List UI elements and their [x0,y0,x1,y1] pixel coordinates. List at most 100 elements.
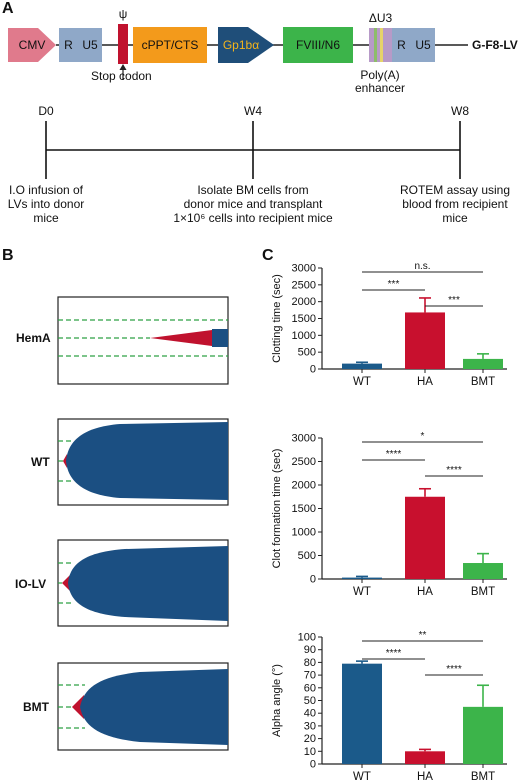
stop-codon-box [118,24,128,64]
chart3-significance-label: **** [446,664,462,675]
chart2-significance-label: **** [386,449,402,460]
chart3-y-tick-label: 50 [304,695,316,707]
chart2-significance-label: * [421,431,425,442]
chart1-x-tick-label: HA [417,376,433,388]
trace-clot-bmt [80,669,228,745]
chart3-y-axis-label: Alpha angle (°) [271,664,283,737]
chart2-y-tick-label: 2500 [292,456,316,468]
chart1-y-tick-label: 500 [298,347,316,359]
ltr-r-label: R [64,38,73,52]
chart3-y-tick-label: 30 [304,720,316,732]
chart2-x-tick-label: BMT [471,586,495,598]
chart2-bar-ha [405,496,445,579]
d0-line-3: mice [33,211,59,225]
rotem-trace-io-lv [57,539,229,627]
cppt-cts-box [133,27,207,63]
timeline [45,121,461,179]
chart1-bar-wt [342,363,382,369]
chart1-y-tick-label: 0 [310,364,316,376]
enhancer-stripe [380,28,383,62]
enhancer-label: enhancer [354,81,406,95]
psi-label: ψ [118,7,128,21]
ltr-u5-label: U5 [82,38,98,52]
chart2-y-tick-label: 500 [298,550,316,562]
chart1-y-tick-label: 1000 [292,330,316,342]
trace-clot-wt [66,422,228,500]
trace-label-hema: HemA [16,331,51,345]
trace-initial-io-lv [62,575,70,591]
chart2-bar-wt [342,577,382,579]
chart1-significance-label: n.s. [414,261,430,272]
timeline-w8-description: ROTEM assay using blood from recipient m… [392,183,518,225]
chart3-bar-ha [405,751,445,764]
trace-initial-wt [63,454,67,468]
trace-label-wt: WT [31,455,50,469]
trace-initial-bmt [72,695,84,719]
ltr-r-box [59,28,78,62]
chart3-significance-label: ** [419,630,427,641]
chart3-bar-wt [342,663,382,764]
chart2-y-tick-label: 1500 [292,503,316,515]
stop-codon-label: Stop codon [91,69,152,83]
ltr-r-label-3prime: R [397,38,406,52]
rotem-trace-hema [57,296,229,385]
chart2-x-tick-label: HA [417,586,433,598]
chart1-y-tick-label: 3000 [292,263,316,275]
rotem-trace-bmt [57,662,229,751]
trace-clot-io-lv [68,546,228,621]
timepoint-w4: W4 [244,104,262,118]
chart3-significance-label: **** [386,648,402,659]
ltr-u5-box-3prime [411,28,435,62]
w4-line-1: Isolate BM cells from [197,183,309,197]
chart1-y-axis-label: Clotting time (sec) [271,274,283,363]
chart1-bar-bmt [463,358,503,369]
chart1-y-tick-label: 2500 [292,279,316,291]
chart3-x-tick-label: HA [417,771,433,783]
w8-line-3: mice [442,211,468,225]
ltr-u5-box [78,28,102,62]
chart3-x-tick-label: WT [353,771,371,783]
polya-stripe [374,28,377,62]
chart3-y-tick-label: 40 [304,708,316,720]
chart3-x-tick-label: BMT [471,771,495,783]
chart1-significance-label: *** [388,279,400,290]
panel-letter-a: A [2,0,14,17]
timeline-w4-description: Isolate BM cells from donor mice and tra… [163,183,343,225]
timepoint-d0: D0 [38,104,54,118]
d0-line-1: I.O infusion of [8,183,84,197]
chart3-y-tick-label: 70 [304,670,316,682]
w8-line-2: blood from recipient [402,197,508,211]
cmv-label: CMV [18,38,46,52]
chart3-y-tick-label: 90 [304,644,316,656]
chart2-y-tick-label: 0 [310,574,316,586]
chart3-y-tick-label: 10 [304,746,316,758]
chart1-bar-ha [405,312,445,369]
chart3-y-tick-label: 20 [304,733,316,745]
rotem-trace-wt [57,418,229,506]
chart3-y-tick-label: 100 [298,632,316,644]
stop-codon-arrowhead [119,64,127,70]
chart1-significance-label: *** [448,295,460,306]
trace-initial-hema [150,330,212,346]
chart2-y-tick-label: 2000 [292,480,316,492]
trace-clot-hema [212,329,228,347]
gp1b-label: Gp1bα [222,38,260,52]
panel-letter-b: B [2,247,14,264]
w4-line-2: donor mice and transplant [183,197,323,211]
chart1-x-tick-label: WT [353,376,371,388]
cmv-promoter-arrow [8,28,56,62]
ltr-r-box-3prime [392,28,411,62]
trace-label-io-lv: IO-LV [15,577,47,591]
chart3-y-tick-label: 60 [304,682,316,694]
chart2-y-tick-label: 1000 [292,527,316,539]
timepoint-w8: W8 [451,104,469,118]
chart2-bar-bmt [463,563,503,579]
chart2-y-axis-label: Clot formation time (sec) [271,449,283,569]
trace-label-bmt: BMT [23,700,49,714]
chart1-y-tick-label: 2000 [292,296,316,308]
timeline-d0-description: I.O infusion of LVs into donor mice [0,183,92,225]
panel-letter-c: C [262,247,274,264]
fviii-label: FVIII/N6 [295,38,340,52]
chart2-significance-label: **** [446,465,462,476]
